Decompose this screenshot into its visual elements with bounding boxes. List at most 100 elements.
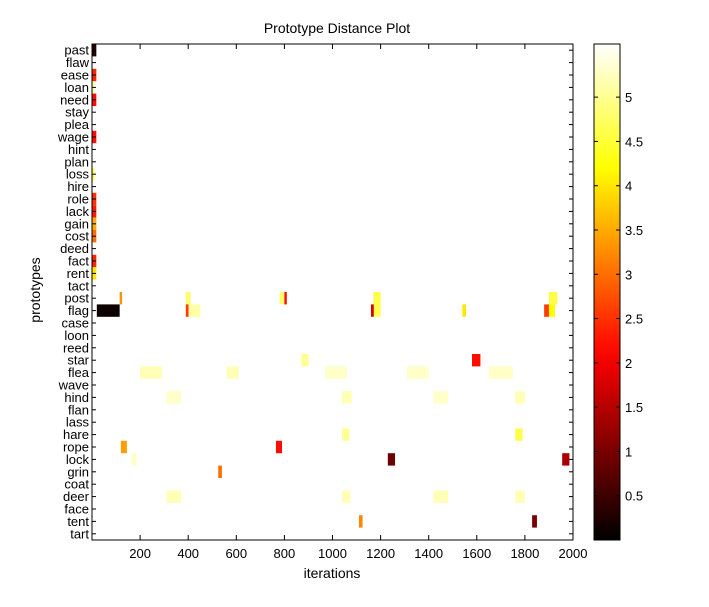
- colorbar: 0.5 1 1.5 2 2.5 3 3.5 4 4.5 5: [593, 43, 643, 541]
- colorbar-tick-label: 1: [625, 444, 632, 459]
- x-tick-label: 1800: [510, 546, 539, 561]
- heatmap-cell: [515, 428, 523, 441]
- x-ticks: 200 400 600 800 1000 1200 1400 1600 1800 2000: [129, 44, 587, 561]
- heatmap-cell: [544, 304, 549, 317]
- x-tick-label: 1200: [366, 546, 395, 561]
- heatmap-cell: [166, 391, 181, 404]
- row-label: lock: [66, 452, 90, 467]
- heatmap-cell: [325, 366, 347, 379]
- row-label: loon: [64, 328, 89, 343]
- row-label: need: [60, 92, 89, 107]
- colorbar-tick-label: 5: [625, 90, 632, 105]
- heatmap-cell: [407, 366, 429, 379]
- row-label: deed: [60, 241, 89, 256]
- x-tick-label: 1600: [462, 546, 491, 561]
- y-axis-label: prototypes: [27, 257, 43, 322]
- colorbar-tick-label: 0.5: [625, 489, 643, 504]
- row-label: hint: [68, 142, 89, 157]
- heatmap-cell: [226, 366, 239, 379]
- row-label: flag: [68, 303, 89, 318]
- heatmap-cell: [515, 490, 525, 503]
- heatmap-cell: [185, 292, 191, 305]
- row-label: wage: [57, 130, 89, 145]
- heatmap-cell: [279, 292, 285, 305]
- colorbar-gradient: [593, 43, 621, 541]
- row-label: hind: [64, 390, 89, 405]
- row-label: tart: [70, 526, 89, 541]
- x-tick-label: 400: [177, 546, 199, 561]
- x-tick-label: 600: [225, 546, 247, 561]
- colorbar-tick-label: 3.5: [625, 223, 643, 238]
- heatmap-cell: [532, 515, 537, 528]
- heatmap-cell: [342, 391, 352, 404]
- heatmap-cell: [373, 292, 381, 305]
- row-label: gain: [64, 216, 89, 231]
- heatmap-cell: [342, 490, 351, 503]
- heatmap-cell: [462, 304, 466, 317]
- row-label: tact: [68, 278, 89, 293]
- row-label: fact: [68, 254, 89, 269]
- row-label: ease: [61, 68, 89, 83]
- row-label: plan: [64, 154, 89, 169]
- heatmap-cell: [548, 304, 555, 317]
- heatmap-cell: [370, 304, 374, 317]
- colorbar-tick-label: 4.5: [625, 134, 643, 149]
- heatmap-cell: [188, 304, 201, 317]
- row-label: flaw: [66, 55, 90, 70]
- row-label: hare: [63, 427, 89, 442]
- row-label: loss: [66, 167, 90, 182]
- heatmap-cell: [433, 490, 448, 503]
- heatmap-cell: [548, 292, 558, 305]
- heatmap-cell: [488, 366, 513, 379]
- row-label: deer: [63, 489, 90, 504]
- row-label: past: [64, 43, 89, 58]
- row-label: flan: [68, 402, 89, 417]
- heatmap-cell: [373, 304, 381, 317]
- heatmap-cell: [301, 354, 309, 367]
- x-tick-label: 1000: [318, 546, 347, 561]
- heatmap-cell: [515, 391, 525, 404]
- y-tick-labels: pastflaweaseloanneedstaypleawagehintplan…: [57, 43, 573, 541]
- x-tick-label: 1400: [414, 546, 443, 561]
- row-label: stay: [65, 105, 89, 120]
- row-label: reed: [63, 340, 89, 355]
- row-label: coat: [64, 477, 89, 492]
- row-label: face: [64, 502, 89, 517]
- heatmap-cell: [387, 453, 396, 466]
- row-label: post: [64, 291, 89, 306]
- heatmap-cell: [471, 354, 481, 367]
- row-label: lack: [66, 204, 90, 219]
- heatmap-cell: [120, 440, 127, 454]
- x-tick-label: 800: [274, 546, 296, 561]
- row-label: hire: [67, 179, 89, 194]
- heatmap-cell: [119, 292, 123, 305]
- heatmap-cell: [275, 440, 282, 454]
- colorbar-tick-label: 1.5: [625, 400, 643, 415]
- row-label: loan: [64, 80, 89, 95]
- row-label: role: [67, 192, 89, 207]
- chart-title: Prototype Distance Plot: [264, 20, 410, 36]
- heatmap-cell: [166, 490, 181, 503]
- heatmap-cell: [96, 304, 120, 317]
- heatmap-cell: [185, 304, 189, 317]
- heatmap-cell: [284, 292, 287, 305]
- x-tick-label: 200: [129, 546, 151, 561]
- heatmap-cell: [358, 515, 363, 528]
- x-tick-label: 2000: [559, 546, 588, 561]
- row-label: case: [62, 316, 89, 331]
- heatmap-cell: [140, 366, 162, 379]
- row-label: plea: [64, 117, 89, 132]
- row-label: flea: [68, 365, 90, 380]
- heatmap-background: [92, 44, 573, 540]
- heatmap-cell: [218, 465, 222, 478]
- row-label: lass: [66, 415, 90, 430]
- row-label: grin: [67, 464, 89, 479]
- colorbar-tick-label: 2: [625, 356, 632, 371]
- heatmap-cell: [342, 428, 350, 441]
- heatmap-cell: [433, 391, 448, 404]
- row-label: tent: [67, 514, 89, 529]
- heatmap-cells: [92, 44, 573, 540]
- row-label: star: [67, 353, 89, 368]
- heatmap-cell: [562, 453, 570, 466]
